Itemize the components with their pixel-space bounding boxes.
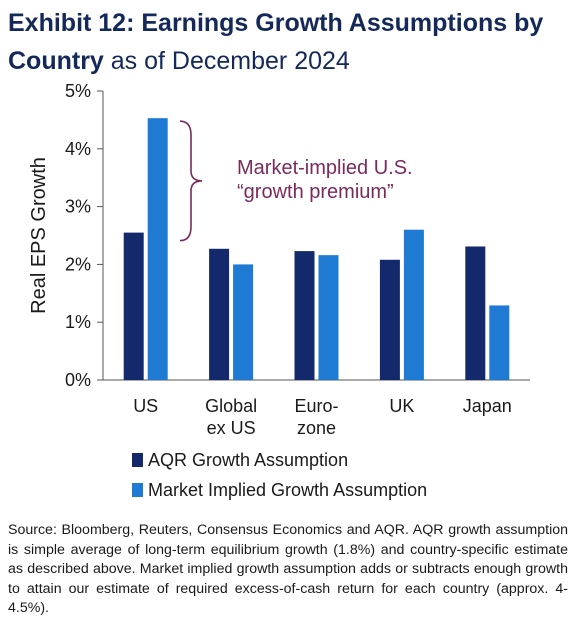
- annotation-text: Market-implied U.S.: [237, 157, 413, 179]
- annotation-text: “growth premium”: [237, 181, 394, 203]
- x-tick-label: Global: [205, 396, 257, 416]
- x-tick-label: US: [133, 396, 158, 416]
- bar-market-us: [147, 118, 168, 380]
- source-note: Source: Bloomberg, Reuters, Consensus Ec…: [8, 522, 568, 616]
- bar-aqr-euro-zone: [294, 251, 315, 380]
- y-tick-label: 5%: [65, 81, 91, 101]
- bar-aqr-japan: [465, 246, 486, 380]
- y-tick-label: 2%: [65, 254, 91, 274]
- y-tick-label: 4%: [65, 139, 91, 159]
- y-tick-label: 3%: [65, 197, 91, 217]
- title-subtitle: as of December 2024: [110, 47, 350, 75]
- x-tick-label: ex US: [207, 418, 256, 438]
- title-bold: Exhibit 12: Earnings Growth Assumptions …: [8, 9, 544, 75]
- bar-aqr-global-ex-us: [209, 248, 230, 380]
- legend-label-aqr: AQR Growth Assumption: [148, 450, 348, 470]
- legend-swatch-market: [132, 483, 143, 497]
- bar-aqr-us: [123, 232, 144, 380]
- y-tick-label: 1%: [65, 312, 91, 332]
- x-tick-label: Japan: [463, 396, 512, 416]
- x-tick-label: Euro-: [294, 396, 338, 416]
- legend-label-market: Market Implied Growth Assumption: [148, 480, 427, 500]
- legend-swatch-aqr: [132, 453, 143, 467]
- bar-market-uk: [403, 229, 424, 380]
- growth-premium-brace: [179, 120, 203, 242]
- y-axis-label: Real EPS Growth: [28, 157, 50, 314]
- x-tick-label: zone: [297, 418, 336, 438]
- bar-market-japan: [489, 305, 510, 380]
- exhibit-title: Exhibit 12: Earnings Growth Assumptions …: [8, 4, 568, 80]
- x-tick-label: UK: [389, 396, 414, 416]
- y-tick-label: 0%: [65, 370, 91, 390]
- bar-aqr-uk: [379, 259, 400, 380]
- bar-market-euro-zone: [318, 255, 339, 380]
- bar-market-global-ex-us: [233, 264, 254, 380]
